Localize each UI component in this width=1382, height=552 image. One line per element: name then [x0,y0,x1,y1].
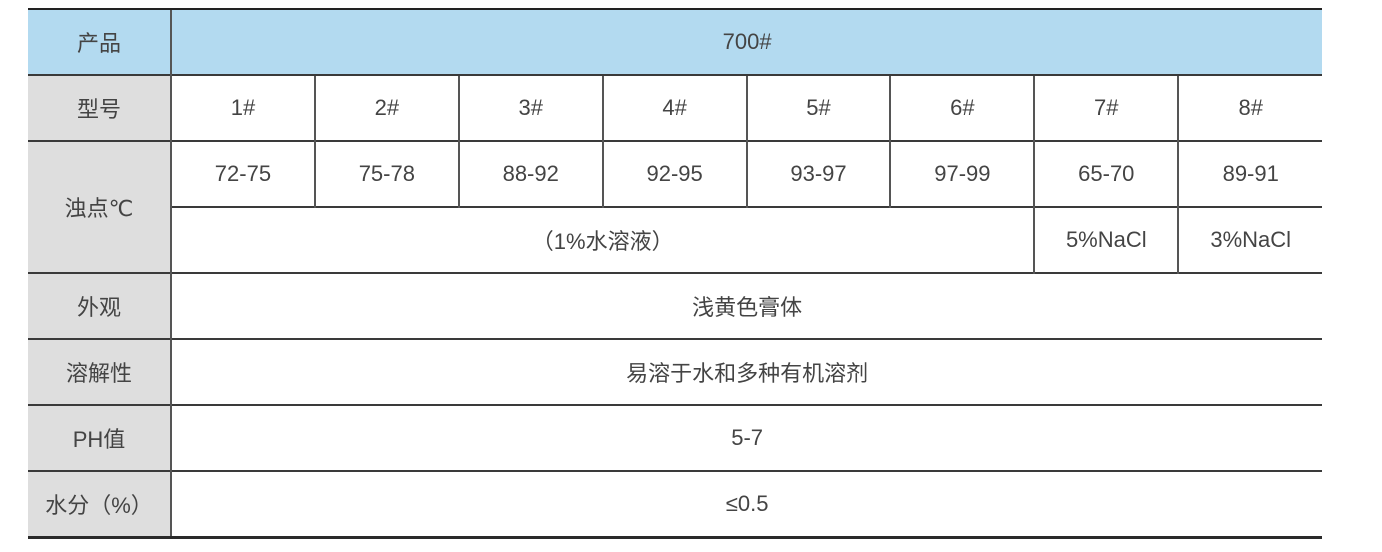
model-cell: 1# [170,74,315,141]
cloud-point-cell: 92-95 [601,140,747,207]
cloud-condition-row: （1%水溶液） 5%NaCl 3%NaCl [28,206,1323,273]
cloud-point-cell: 72-75 [170,140,315,207]
solubility-label: 溶解性 [28,338,171,405]
model-cell: 2# [313,74,459,141]
ph-row: PH值 5-7 [28,404,1323,471]
model-label: 型号 [28,74,171,141]
moisture-label: 水分（%） [28,470,171,539]
appearance-row: 外观 浅黄色膏体 [28,272,1323,339]
cloud-condition-cell: （1%水溶液） [169,206,1035,273]
cloud-condition-cell: 3%NaCl [1177,206,1323,273]
cloud-point-cell: 97-99 [889,140,1035,207]
cloud-point-cell: 93-97 [745,140,891,207]
moisture-value: ≤0.5 [169,470,1323,539]
cloud-point-row: 浊点℃ 72-75 75-78 88-92 92-95 93-97 97-99 … [28,140,1323,273]
solubility-row: 溶解性 易溶于水和多种有机溶剂 [28,338,1323,405]
appearance-label: 外观 [28,272,171,339]
model-row: 型号 1# 2# 3# 4# 5# 6# 7# 8# [28,74,1323,141]
model-cell: 6# [889,74,1035,141]
product-spec-table: 产品 700# 型号 1# 2# 3# 4# 5# 6# 7# 8# 浊点℃ 7… [28,8,1323,539]
cloud-point-cell: 65-70 [1033,140,1179,207]
ph-value: 5-7 [169,404,1323,471]
appearance-value: 浅黄色膏体 [169,272,1323,339]
cloud-point-label: 浊点℃ [28,140,171,273]
model-cell: 7# [1033,74,1179,141]
cloud-point-cell: 75-78 [313,140,459,207]
cloud-condition-cell: 5%NaCl [1033,206,1179,273]
model-cell: 5# [745,74,891,141]
product-row: 产品 700# [28,8,1323,75]
model-cell: 3# [457,74,603,141]
ph-label: PH值 [28,404,171,471]
product-value: 700# [169,8,1323,75]
model-cell: 4# [601,74,747,141]
model-cell: 8# [1177,74,1323,141]
cloud-point-cell: 89-91 [1177,140,1323,207]
moisture-row: 水分（%） ≤0.5 [28,470,1323,539]
solubility-value: 易溶于水和多种有机溶剂 [169,338,1323,405]
product-label: 产品 [28,8,171,75]
cloud-point-cell: 88-92 [457,140,603,207]
